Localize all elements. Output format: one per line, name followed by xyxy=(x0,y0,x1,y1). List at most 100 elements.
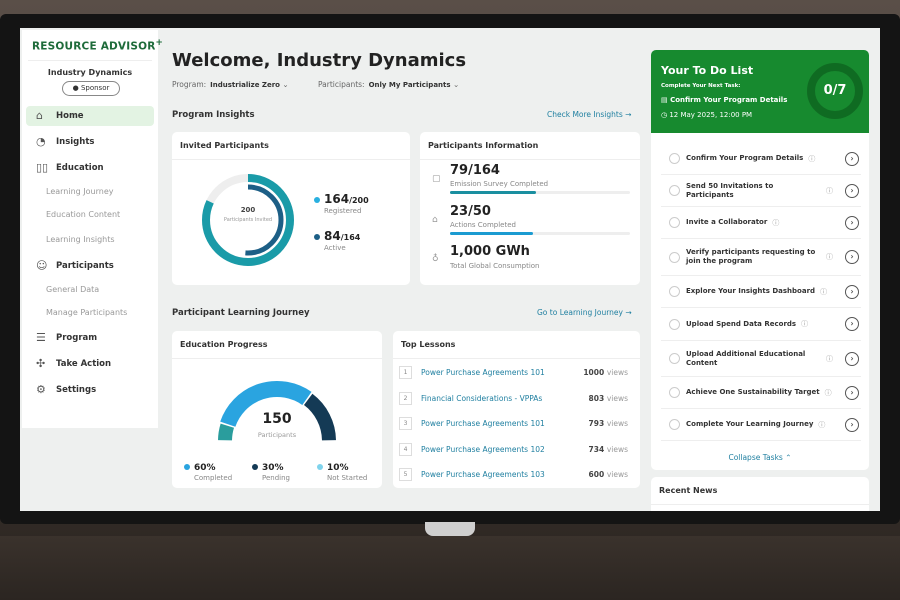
participants-value: Only My Participants xyxy=(368,81,451,89)
lesson-rank: 5 xyxy=(399,468,412,481)
program-filter[interactable]: Program: Industrialize Zero ⌄ xyxy=(172,80,289,89)
sidebar-item-settings[interactable]: ⚙ Settings xyxy=(26,380,154,400)
todo-item[interactable]: Confirm Your Program Details ⓘ › xyxy=(661,143,861,175)
help-icon[interactable]: ⓘ xyxy=(818,420,826,429)
registered-total: /200 xyxy=(349,196,369,205)
sidebar-item-program[interactable]: ☰ Program xyxy=(26,328,154,348)
checkbox[interactable] xyxy=(669,185,680,196)
sidebar-item-education[interactable]: ▯▯ Education xyxy=(26,158,154,178)
check-more-insights-link[interactable]: Check More Insights → xyxy=(547,110,631,119)
lesson-title-link[interactable]: Financial Considerations - VPPAs xyxy=(421,393,543,403)
todo-item[interactable]: Upload Spend Data Records ⓘ › xyxy=(661,308,861,341)
help-icon[interactable]: ⓘ xyxy=(826,186,833,195)
puzzle-icon: ✣ xyxy=(36,357,46,370)
help-icon[interactable]: ⓘ xyxy=(820,287,828,296)
chevron-right-circle-icon[interactable]: › xyxy=(845,284,859,299)
participants-filter[interactable]: Participants: Only My Participants ⌄ xyxy=(318,80,459,89)
help-icon[interactable]: ⓘ xyxy=(826,354,833,363)
lesson-row[interactable]: 1 Power Purchase Agreements 101 1000 vie… xyxy=(399,361,634,386)
chevron-right-circle-icon[interactable]: › xyxy=(845,215,859,230)
chevron-down-icon: ⌄ xyxy=(452,80,460,89)
checkbox[interactable] xyxy=(669,353,680,364)
checkbox[interactable] xyxy=(669,153,680,164)
todo-item-label: Achieve One Sustainability Target xyxy=(686,388,820,396)
gauge-center-label: Participants xyxy=(257,431,297,439)
program-label: Program: xyxy=(172,80,207,89)
todo-item-label: Complete Your Learning Journey xyxy=(686,420,814,428)
help-icon[interactable]: ⓘ xyxy=(824,388,832,397)
sidebar-item-learning-insights[interactable]: Learning Insights xyxy=(46,235,115,244)
sidebar-item-learning-journey[interactable]: Learning Journey xyxy=(46,187,114,196)
registered-value: 164 xyxy=(324,192,350,206)
todo-item[interactable]: Complete Your Learning Journey ⓘ › xyxy=(661,409,861,441)
todo-item[interactable]: Verify participants requesting to join t… xyxy=(661,239,861,276)
collapse-tasks-button[interactable]: Collapse Tasks ⌃ xyxy=(651,453,869,462)
help-icon[interactable]: ⓘ xyxy=(826,253,833,261)
views-count: 803 xyxy=(588,393,605,403)
checkbox[interactable] xyxy=(669,387,680,398)
lesson-row[interactable]: 3 Power Purchase Agreements 101 793 view… xyxy=(399,412,634,437)
lesson-rank: 3 xyxy=(399,417,412,430)
survey-icon: ▢ xyxy=(432,174,441,184)
donut-center-label: Participants Invited xyxy=(223,217,273,223)
link-text: Go to Learning Journey xyxy=(537,308,623,317)
todo-item[interactable]: Send 50 Invitations to Participants ⓘ › xyxy=(661,175,861,207)
checkbox[interactable] xyxy=(669,419,680,430)
sidebar-item-general-data[interactable]: General Data xyxy=(46,285,100,294)
checkbox[interactable] xyxy=(669,318,680,330)
lesson-views: 803 views xyxy=(589,394,628,403)
survey-value: 79/164 xyxy=(450,163,500,178)
todo-item[interactable]: Explore Your Insights Dashboard ⓘ › xyxy=(661,276,861,308)
desk xyxy=(0,536,900,600)
sidebar-item-education-content[interactable]: Education Content xyxy=(46,210,121,219)
sidebar-item-home[interactable]: ⌂ Home xyxy=(26,106,154,126)
todo-item[interactable]: Upload Additional Educational Content ⓘ › xyxy=(661,341,861,377)
chevron-right-circle-icon[interactable]: › xyxy=(845,317,859,331)
chart-pie-icon: ◔ xyxy=(36,135,46,148)
card-title: Invited Participants xyxy=(172,132,410,160)
lesson-row[interactable]: 2 Financial Considerations - VPPAs 803 v… xyxy=(399,387,634,412)
todo-item[interactable]: Achieve One Sustainability Target ⓘ › xyxy=(661,377,861,409)
lesson-title-link[interactable]: Power Purchase Agreements 102 xyxy=(421,444,545,454)
chevron-right-circle-icon[interactable]: › xyxy=(845,351,859,366)
todo-item-label-group: Upload Additional Educational Content ⓘ xyxy=(686,350,841,368)
chevron-right-circle-icon[interactable]: › xyxy=(845,385,859,400)
help-icon[interactable]: ⓘ xyxy=(772,218,780,227)
chevron-right-circle-icon[interactable]: › xyxy=(845,250,859,264)
legend-pending: 30% Pending xyxy=(252,455,290,482)
views-label: views xyxy=(606,419,628,428)
help-icon[interactable]: ⓘ xyxy=(808,154,816,163)
sidebar-item-manage-participants[interactable]: Manage Participants xyxy=(46,308,128,317)
sidebar-item-take-action[interactable]: ✣ Take Action xyxy=(26,354,154,374)
donut-center-value: 200 xyxy=(240,206,256,214)
chevron-right-circle-icon[interactable]: › xyxy=(845,151,859,166)
help-icon[interactable]: ⓘ xyxy=(801,320,809,328)
lesson-row[interactable]: 5 Power Purchase Agreements 103 600 view… xyxy=(399,463,634,488)
actions-progress-fill xyxy=(450,232,533,235)
sidebar-item-insights[interactable]: ◔ Insights xyxy=(26,132,154,152)
registered-stat: 164/200 Registered xyxy=(314,188,369,215)
checkbox[interactable] xyxy=(669,217,680,228)
checkbox[interactable] xyxy=(669,286,680,297)
lesson-title-link[interactable]: Power Purchase Agreements 103 xyxy=(421,470,545,479)
lesson-row[interactable]: 4 Power Purchase Agreements 102 734 view… xyxy=(399,438,634,463)
registered-dot xyxy=(314,197,320,203)
chevron-right-circle-icon[interactable]: › xyxy=(845,417,859,432)
active-value: 84 xyxy=(324,229,341,243)
chevron-right-circle-icon[interactable]: › xyxy=(845,183,859,198)
checkbox[interactable] xyxy=(669,251,680,263)
todo-item[interactable]: Invite a Collaborator ⓘ › xyxy=(661,207,861,239)
nav-label: Take Action xyxy=(56,359,112,369)
chevron-up-icon: ⌃ xyxy=(785,453,792,462)
go-to-learning-journey-link[interactable]: Go to Learning Journey → xyxy=(537,308,632,317)
lightbulb-icon: ♁ xyxy=(432,254,439,264)
logo[interactable]: RESOURCE ADVISOR+ xyxy=(32,38,163,53)
next-task-link[interactable]: ▤ Confirm Your Program Details xyxy=(661,96,787,104)
lesson-title-link[interactable]: Power Purchase Agreements 101 xyxy=(421,419,545,428)
sidebar-item-participants[interactable]: ☺ Participants xyxy=(26,256,154,276)
lesson-title-link[interactable]: Power Purchase Agreements 101 xyxy=(421,368,545,377)
todo-list: Confirm Your Program Details ⓘ › Send 50 … xyxy=(651,133,869,470)
actions-label: Actions Completed xyxy=(450,221,516,229)
views-count: 1000 xyxy=(583,368,605,377)
legend-pct: 30% xyxy=(262,463,284,473)
